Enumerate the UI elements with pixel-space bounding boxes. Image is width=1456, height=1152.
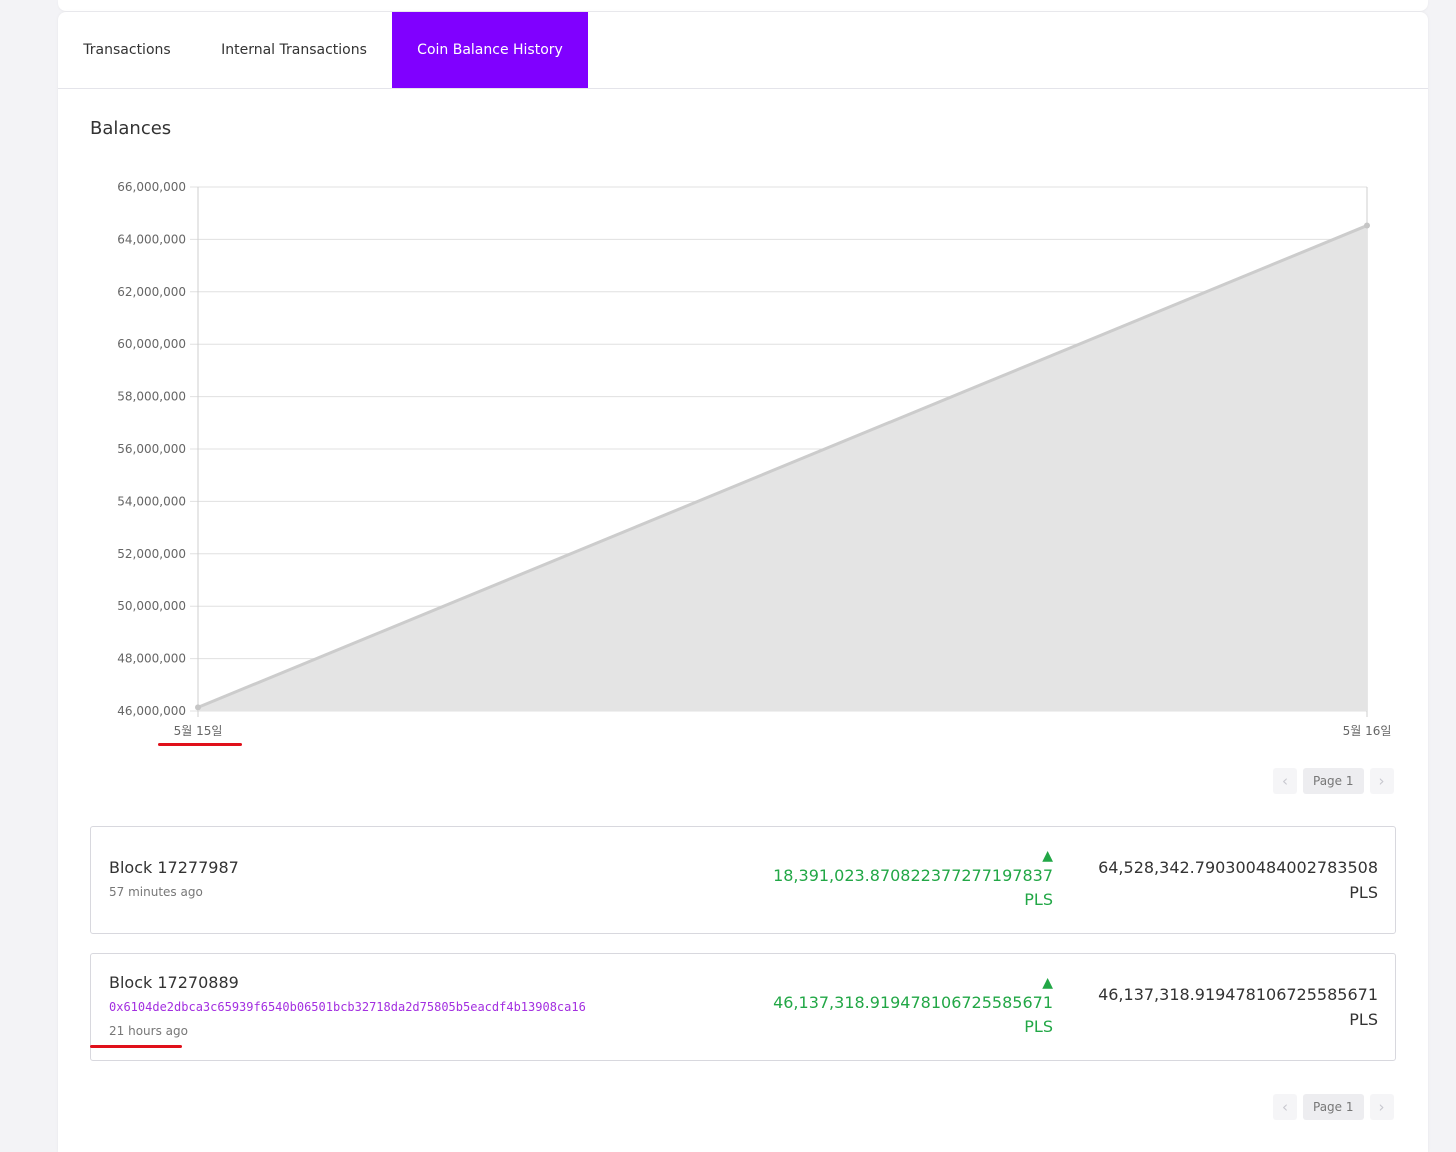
chart-y-tick-label: 52,000,000 [117,547,186,561]
arrow-up-icon: ▲ [1042,975,1053,991]
chart-series-line [197,224,1368,709]
balance-delta: ▲ 46,137,318.919478106725585671 PLS [773,975,1053,1039]
delta-unit: PLS [1024,890,1053,909]
page-number: Page 1 [1303,1094,1364,1120]
balance-total: 46,137,318.919478106725585671 PLS [1098,982,1378,1032]
chart-y-tick-label: 66,000,000 [117,180,186,194]
balances-title: Balances [90,118,172,139]
chart-pagination: ‹ Page 1 › [1273,768,1394,794]
top-card-edge [58,0,1428,11]
page-number: Page 1 [1303,768,1364,794]
chart-y-tick-label: 64,000,000 [117,232,186,246]
chart-data-point [195,704,201,711]
chevron-left-icon[interactable]: ‹ [1273,768,1297,794]
block-number-link[interactable]: Block 17277987 [109,858,239,877]
chart-y-tick-label: 60,000,000 [117,337,186,351]
block-number-link[interactable]: Block 17270889 [109,973,239,992]
total-value: 46,137,318.919478106725585671 [1098,985,1378,1004]
chart-y-tick-label: 58,000,000 [117,390,186,404]
chevron-right-icon[interactable]: › [1369,768,1394,794]
chart-y-tick-label: 46,000,000 [117,704,186,718]
list-pagination: ‹ Page 1 › [1273,1094,1394,1120]
chart-series [195,222,1370,711]
delta-unit: PLS [1024,1017,1053,1036]
delta-value: 18,391,023.870822377277197837 [773,866,1053,885]
chart-x-axis: 5월 15일 5월 16일 [174,711,1392,738]
chart-y-axis: 66,000,000 64,000,000 62,000,000 60,000,000… [117,180,186,718]
balance-total: 64,528,342.790300484002783508 PLS [1098,855,1378,905]
chart-x-tick-label: 5월 16일 [1343,724,1392,738]
tab-coin-balance-history[interactable]: Coin Balance History [392,12,588,88]
row-timestamp: 21 hours ago [109,1024,188,1038]
chart-y-tick-label: 54,000,000 [117,494,186,508]
chart-y-tick-label: 48,000,000 [117,652,186,666]
balance-chart: 66,000,000 64,000,000 62,000,000 60,000,000… [117,180,1392,738]
total-unit: PLS [1349,1010,1378,1029]
chart-y-tick-label: 56,000,000 [117,442,186,456]
chevron-right-icon[interactable]: › [1369,1094,1394,1120]
total-unit: PLS [1349,883,1378,902]
balance-row: Block 17277987 57 minutes ago ▲ 18,391,0… [90,826,1396,934]
arrow-up-icon: ▲ [1042,848,1053,864]
total-value: 64,528,342.790300484002783508 [1098,858,1378,877]
balance-delta: ▲ 18,391,023.870822377277197837 PLS [773,848,1053,912]
highlight-underline-row [90,1045,182,1048]
transaction-hash-link[interactable]: 0x6104de2dbca3c65939f6540b06501bcb32718d… [109,1000,586,1014]
tab-bar: Transactions Internal Transactions Coin … [58,12,1428,89]
chart-data-point [1364,222,1370,229]
balance-row: Block 17270889 0x6104de2dbca3c65939f6540… [90,953,1396,1061]
tab-internal-transactions[interactable]: Internal Transactions [221,42,367,58]
address-tabs-card: Transactions Internal Transactions Coin … [58,12,1428,1152]
delta-value: 46,137,318.919478106725585671 [773,993,1053,1012]
tab-transactions[interactable]: Transactions [83,42,171,58]
chevron-left-icon[interactable]: ‹ [1273,1094,1297,1120]
chart-y-tick-label: 62,000,000 [117,285,186,299]
chart-y-tick-label: 50,000,000 [117,599,186,613]
row-timestamp: 57 minutes ago [109,885,203,899]
highlight-underline-date [158,743,242,746]
chart-x-tick-label: 5월 15일 [174,724,223,738]
